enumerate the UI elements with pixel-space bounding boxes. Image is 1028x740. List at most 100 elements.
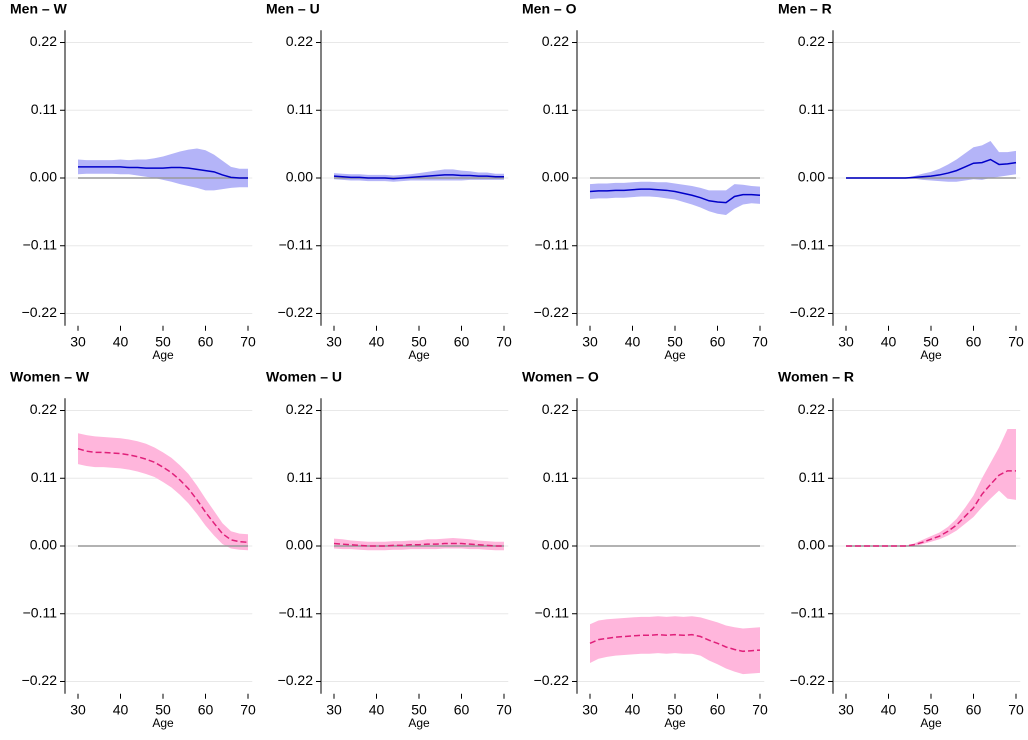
y-tick-label: −0.22: [790, 672, 826, 688]
y-tick-label: −0.11: [279, 604, 314, 620]
y-tick-label: 0.00: [30, 169, 57, 185]
x-axis-label: Age: [664, 348, 686, 362]
mean-line: [78, 166, 248, 179]
x-tick-label: 40: [369, 702, 385, 718]
x-tick-label: 60: [198, 702, 214, 718]
x-tick-label: 30: [326, 702, 342, 718]
confidence-band: [590, 181, 760, 215]
y-tick-label: −0.22: [278, 304, 314, 320]
y-tick-label: −0.11: [23, 604, 58, 620]
y-tick-label: 0.11: [287, 469, 313, 485]
y-tick-label: 0.00: [542, 169, 569, 185]
y-tick-label: 0.22: [798, 33, 825, 49]
y-tick-label: 0.00: [798, 537, 825, 553]
y-tick-label: −0.11: [279, 236, 314, 252]
y-tick-label: −0.22: [534, 304, 570, 320]
y-tick-label: 0.00: [286, 537, 313, 553]
x-axis-label: Age: [920, 716, 942, 730]
x-axis-label: Age: [152, 348, 174, 362]
x-tick-label: 50: [923, 702, 939, 718]
x-axis-label: Age: [408, 716, 430, 730]
mean-line: [589, 633, 761, 653]
panel-title: Men – U: [266, 1, 320, 17]
x-tick-label: 60: [710, 702, 726, 718]
y-tick-label: 0.11: [543, 101, 569, 117]
x-axis-label: Age: [408, 348, 430, 362]
x-tick-label: 60: [198, 334, 214, 350]
mean-line: [333, 174, 504, 180]
y-tick-label: 0.11: [799, 469, 825, 485]
y-tick-label: 0.11: [799, 101, 825, 117]
y-tick-label: 0.00: [542, 537, 569, 553]
x-tick-label: 30: [70, 334, 86, 350]
mean-line: [589, 188, 761, 204]
y-tick-label: −0.22: [22, 672, 58, 688]
x-tick-label: 50: [923, 334, 939, 350]
confidence-band: [846, 141, 1016, 182]
x-tick-label: 40: [113, 334, 129, 350]
x-tick-label: 30: [582, 702, 598, 718]
y-tick-label: 0.22: [286, 33, 313, 49]
x-axis-label: Age: [152, 716, 174, 730]
x-tick-label: 30: [582, 334, 598, 350]
x-tick-label: 30: [838, 334, 854, 350]
x-tick-label: 40: [625, 334, 641, 350]
y-tick-label: −0.11: [535, 604, 570, 620]
x-tick-label: 50: [155, 702, 171, 718]
x-tick-label: 50: [667, 702, 683, 718]
y-tick-label: 0.00: [798, 169, 825, 185]
y-tick-label: 0.22: [798, 401, 825, 417]
y-tick-label: −0.11: [791, 236, 826, 252]
confidence-band: [590, 616, 760, 675]
y-tick-label: −0.11: [791, 604, 826, 620]
x-tick-label: 60: [966, 334, 982, 350]
x-tick-label: 30: [70, 702, 86, 718]
panel-title: Women – W: [10, 369, 90, 385]
x-tick-label: 60: [454, 702, 470, 718]
y-tick-label: −0.22: [22, 304, 58, 320]
mean-line: [846, 470, 1016, 547]
x-axis-label: Age: [920, 348, 942, 362]
mean-line: [333, 542, 504, 547]
x-tick-label: 40: [881, 334, 897, 350]
panel-title: Women – R: [778, 369, 854, 385]
x-tick-label: 40: [625, 702, 641, 718]
mean-line: [77, 447, 249, 544]
y-tick-label: 0.11: [31, 101, 57, 117]
y-tick-label: −0.22: [534, 672, 570, 688]
panel-title: Men – R: [778, 1, 832, 17]
y-tick-label: −0.22: [790, 304, 826, 320]
y-tick-label: 0.00: [286, 169, 313, 185]
panel-title: Women – O: [522, 369, 599, 385]
y-tick-label: 0.11: [287, 101, 313, 117]
x-tick-label: 70: [1008, 702, 1024, 718]
x-tick-label: 50: [411, 702, 427, 718]
y-tick-label: −0.22: [278, 672, 314, 688]
mean-line: [846, 158, 1017, 179]
x-tick-label: 70: [752, 702, 768, 718]
x-tick-label: 70: [496, 334, 512, 350]
x-axis-label: Age: [664, 716, 686, 730]
confidence-band: [78, 148, 248, 191]
y-tick-label: 0.22: [30, 33, 57, 49]
y-tick-label: 0.11: [31, 469, 57, 485]
x-tick-label: 70: [240, 334, 256, 350]
x-tick-label: 70: [1008, 334, 1024, 350]
x-tick-label: 60: [454, 334, 470, 350]
confidence-band: [846, 428, 1016, 546]
x-tick-label: 70: [752, 334, 768, 350]
confidence-band: [78, 433, 248, 551]
x-tick-label: 30: [838, 702, 854, 718]
x-tick-label: 50: [155, 334, 171, 350]
y-tick-label: 0.11: [543, 469, 569, 485]
y-tick-label: 0.00: [30, 537, 57, 553]
y-tick-label: 0.22: [286, 401, 313, 417]
x-tick-label: 70: [496, 702, 512, 718]
x-tick-label: 50: [411, 334, 427, 350]
panel-title: Men – O: [522, 1, 577, 17]
y-tick-label: −0.11: [23, 236, 58, 252]
y-tick-label: −0.11: [535, 236, 570, 252]
panel-title: Men – W: [10, 1, 68, 17]
y-tick-label: 0.22: [30, 401, 57, 417]
